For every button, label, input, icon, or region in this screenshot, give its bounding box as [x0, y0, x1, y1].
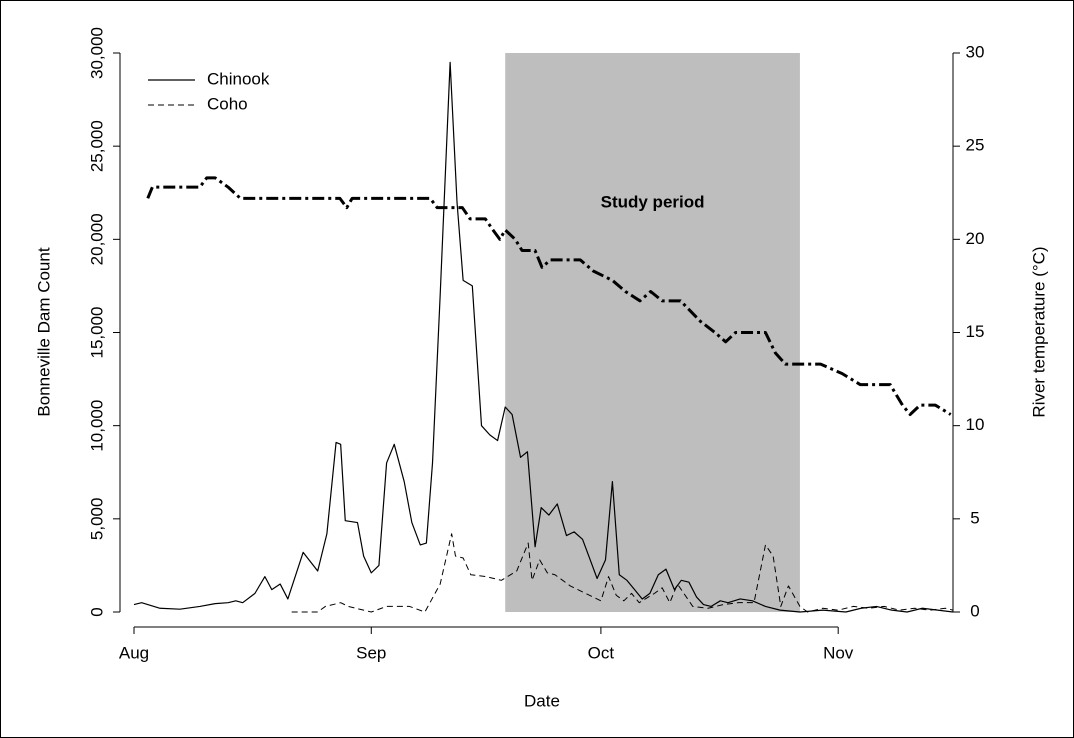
y-tick-label: 15,000 — [87, 307, 106, 359]
x-tick-label: Nov — [823, 643, 854, 662]
region-label: Study period — [601, 192, 705, 211]
y-tick-label: 25,000 — [87, 120, 106, 172]
x-tick-label: Sep — [356, 643, 386, 662]
data-line — [146, 176, 952, 416]
y-tick-label: 10,000 — [87, 400, 106, 452]
legend-label: Chinook — [207, 69, 270, 88]
shaded-region — [505, 53, 800, 612]
y2-tick-label: 0 — [970, 601, 979, 620]
y2-tick-label: 10 — [966, 415, 985, 434]
y-tick-label: 30,000 — [87, 27, 106, 79]
y2-axis-title: River temperature (°C) — [1029, 246, 1048, 417]
y2-tick-label: 15 — [966, 322, 985, 341]
x-tick-label: Aug — [119, 643, 149, 662]
y2-tick-label: 25 — [966, 136, 985, 155]
data-line — [133, 61, 954, 613]
y-axis-title: Bonneville Dam Count — [34, 247, 53, 416]
y2-tick-label: 20 — [966, 229, 985, 248]
y-tick-label: 5,000 — [87, 498, 106, 541]
background-layer — [505, 53, 800, 612]
x-axis-title: Date — [524, 691, 560, 710]
x-tick-label: Oct — [588, 643, 615, 662]
y-tick-label: 0 — [87, 607, 106, 616]
y2-tick-label: 5 — [970, 508, 979, 527]
y-tick-label: 20,000 — [87, 213, 106, 265]
legend-label: Coho — [207, 94, 248, 113]
data-line — [291, 533, 954, 613]
y2-tick-label: 30 — [966, 42, 985, 61]
